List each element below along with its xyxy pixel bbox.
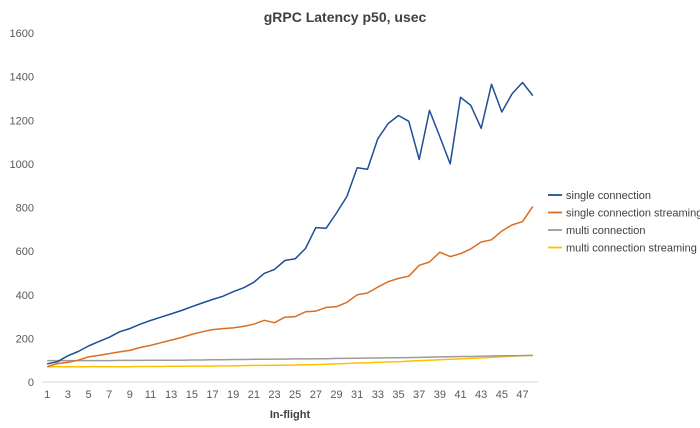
x-tick-label: 33	[372, 389, 384, 401]
x-tick-label: 37	[413, 389, 425, 401]
series-line-single-connection-streaming	[46, 205, 534, 368]
series-line-multi-connection	[47, 354, 533, 362]
x-tick-label: 7	[106, 389, 112, 401]
y-tick-label: 1600	[10, 28, 34, 40]
x-axis-ticks: 1 3 5 7 9 11 13 15 17 19 21 23 25 27 29 31 33 35 37 39 41 43 4…	[44, 389, 529, 401]
y-tick-label: 1400	[10, 72, 34, 84]
series-lines	[46, 81, 534, 368]
x-tick-label: 13	[165, 389, 177, 401]
x-tick-label: 43	[475, 389, 487, 401]
x-tick-label: 19	[227, 389, 239, 401]
x-tick-label: 25	[289, 389, 301, 401]
legend-label-single-connection: single connection	[566, 190, 651, 202]
x-tick-label: 29	[330, 389, 342, 401]
x-tick-label: 41	[454, 389, 466, 401]
y-tick-label: 0	[28, 377, 34, 389]
x-tick-label: 5	[85, 389, 91, 401]
y-tick-label: 1000	[10, 159, 34, 171]
x-tick-label: 21	[248, 389, 260, 401]
chart-title: gRPC Latency p50, usec	[264, 9, 427, 25]
x-tick-label: 11	[145, 389, 156, 401]
legend: single connection single connection strea…	[548, 190, 700, 255]
x-tick-label: 15	[186, 389, 198, 401]
x-tick-label: 27	[310, 389, 322, 401]
y-tick-label: 1200	[10, 115, 34, 127]
y-axis-ticks: 0 200 400 600 800 1000 1200 1400 1600	[10, 28, 34, 389]
x-tick-label: 31	[351, 389, 363, 401]
x-tick-label: 35	[392, 389, 404, 401]
x-axis-title: In-flight	[270, 409, 311, 421]
x-tick-label: 17	[206, 389, 218, 401]
y-tick-label: 200	[16, 333, 34, 345]
legend-label-multi-connection: multi connection	[566, 225, 646, 237]
x-tick-label: 23	[268, 389, 280, 401]
x-tick-label: 45	[496, 389, 508, 401]
series-line-multi-connection-streaming	[47, 354, 533, 368]
legend-label-multi-connection-streaming: multi connection streaming	[566, 243, 697, 255]
y-tick-label: 400	[16, 290, 34, 302]
legend-label-single-connection-streaming: single connection streaming	[566, 208, 700, 220]
x-tick-label: 39	[434, 389, 446, 401]
y-tick-label: 600	[16, 246, 34, 258]
x-tick-label: 9	[127, 389, 133, 401]
series-line-single-connection	[47, 81, 534, 365]
x-tick-label: 3	[65, 389, 71, 401]
x-tick-label: 1	[44, 389, 50, 401]
y-tick-label: 800	[16, 203, 34, 215]
x-tick-label: 47	[516, 389, 528, 401]
